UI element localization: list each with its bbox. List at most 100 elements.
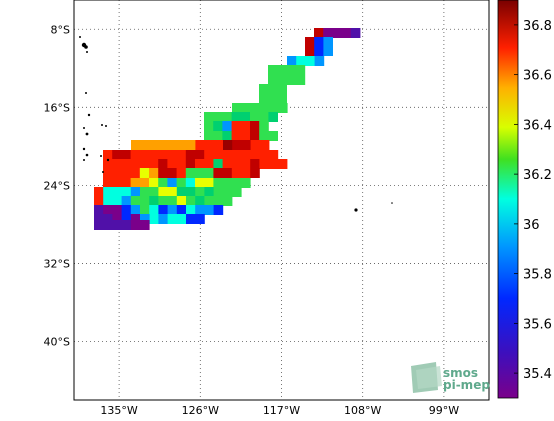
salinity-pixel — [213, 196, 224, 206]
salinity-pixel — [213, 159, 223, 169]
salinity-pixel — [195, 196, 205, 206]
salinity-pixel — [140, 205, 150, 215]
salinity-pixel — [185, 178, 196, 188]
salinity-pixel — [149, 150, 159, 160]
salinity-pixel — [149, 168, 159, 178]
salinity-pixel — [112, 196, 122, 206]
salinity-pixel — [250, 112, 260, 122]
colorbar — [497, 0, 519, 399]
salinity-pixel — [149, 205, 159, 215]
salinity-pixel — [204, 140, 215, 150]
salinity-pixel — [140, 140, 150, 150]
salinity-pixel — [121, 220, 132, 230]
island-dot — [105, 125, 107, 127]
island-dot — [354, 208, 358, 212]
island-dot — [101, 124, 103, 126]
salinity-pixel — [103, 220, 113, 230]
salinity-pixel — [213, 150, 223, 160]
salinity-pixel — [222, 112, 232, 122]
salinity-pixel — [204, 178, 214, 188]
salinity-pixel — [130, 159, 141, 169]
salinity-pixel — [240, 131, 251, 141]
island-dot — [87, 113, 91, 117]
salinity-pixel — [350, 28, 361, 38]
salinity-pixel — [130, 168, 141, 178]
lat-tick-label: 24°S — [44, 179, 70, 192]
salinity-pixel — [204, 159, 214, 169]
salinity-pixel — [94, 187, 104, 197]
salinity-pixel — [259, 112, 269, 122]
smos-pimep-logo: smos pi-mep — [411, 362, 490, 393]
island-dot — [86, 51, 88, 53]
salinity-pixel — [130, 205, 141, 215]
salinity-pixel — [158, 196, 168, 206]
salinity-pixel — [167, 196, 178, 206]
salinity-pixel — [103, 205, 113, 215]
salinity-pixel — [213, 178, 223, 188]
salinity-pixel — [158, 178, 168, 188]
salinity-pixel — [121, 178, 131, 188]
salinity-pixel — [103, 178, 113, 188]
salinity-pixel — [213, 121, 223, 131]
salinity-pixel — [222, 187, 233, 197]
salinity-pixel — [323, 37, 333, 47]
salinity-pixel — [286, 65, 296, 75]
salinity-pixel — [121, 196, 132, 206]
salinity-pixel — [176, 214, 187, 224]
salinity-pixel — [213, 205, 224, 215]
salinity-pixel — [130, 187, 141, 197]
salinity-pixel — [94, 220, 104, 230]
salinity-pixel — [131, 140, 141, 150]
salinity-pixel — [204, 150, 214, 160]
salinity-pixel — [139, 150, 150, 160]
salinity-pixel — [241, 159, 251, 169]
salinity-pixel — [250, 159, 260, 169]
salinity-pixel — [186, 187, 196, 197]
salinity-pixel — [149, 159, 159, 169]
salinity-pixel — [130, 196, 141, 206]
salinity-pixel — [240, 121, 251, 131]
salinity-pixel — [103, 168, 113, 178]
salinity-pixel — [176, 196, 187, 206]
salinity-pixel — [341, 28, 352, 38]
salinity-pixel — [213, 168, 223, 178]
salinity-pixel — [231, 121, 242, 131]
salinity-pixel — [204, 121, 214, 131]
salinity-pixel — [167, 159, 177, 169]
salinity-pixel — [314, 28, 324, 38]
salinity-pixel — [287, 56, 297, 66]
salinity-pixel — [121, 205, 132, 215]
salinity-pixel — [204, 187, 214, 197]
lon-tick-label: 108°W — [344, 404, 381, 417]
island-dot — [84, 45, 88, 49]
salinity-pixel — [250, 168, 260, 178]
island-dot — [79, 36, 81, 38]
salinity-pixel — [268, 84, 278, 94]
salinity-pixel — [186, 205, 196, 215]
logo-map-icon-back — [416, 366, 442, 389]
salinity-pixel — [112, 205, 122, 215]
salinity-pixel — [231, 168, 242, 178]
salinity-pixel — [204, 196, 214, 206]
salinity-pixel — [213, 112, 223, 122]
salinity-pixel — [295, 65, 306, 75]
salinity-pixel — [103, 150, 113, 160]
island-dot — [82, 147, 86, 151]
salinity-pixel — [121, 187, 132, 197]
salinity-pixel — [130, 178, 141, 188]
salinity-pixel — [186, 214, 196, 224]
salinity-pixel — [158, 150, 168, 160]
salinity-pixel — [167, 140, 178, 150]
islands-layer — [79, 36, 393, 212]
salinity-pixel — [268, 112, 278, 122]
salinity-pixel — [231, 178, 242, 188]
salinity-pixel — [305, 56, 315, 66]
salinity-pixel — [314, 46, 324, 56]
salinity-pixel — [130, 150, 141, 160]
salinity-pixel — [149, 187, 159, 197]
salinity-pixel — [204, 112, 214, 122]
salinity-pixel — [112, 187, 122, 197]
salinity-pixel — [295, 75, 306, 85]
salinity-pixel — [231, 112, 242, 122]
salinity-pixel — [268, 65, 278, 75]
